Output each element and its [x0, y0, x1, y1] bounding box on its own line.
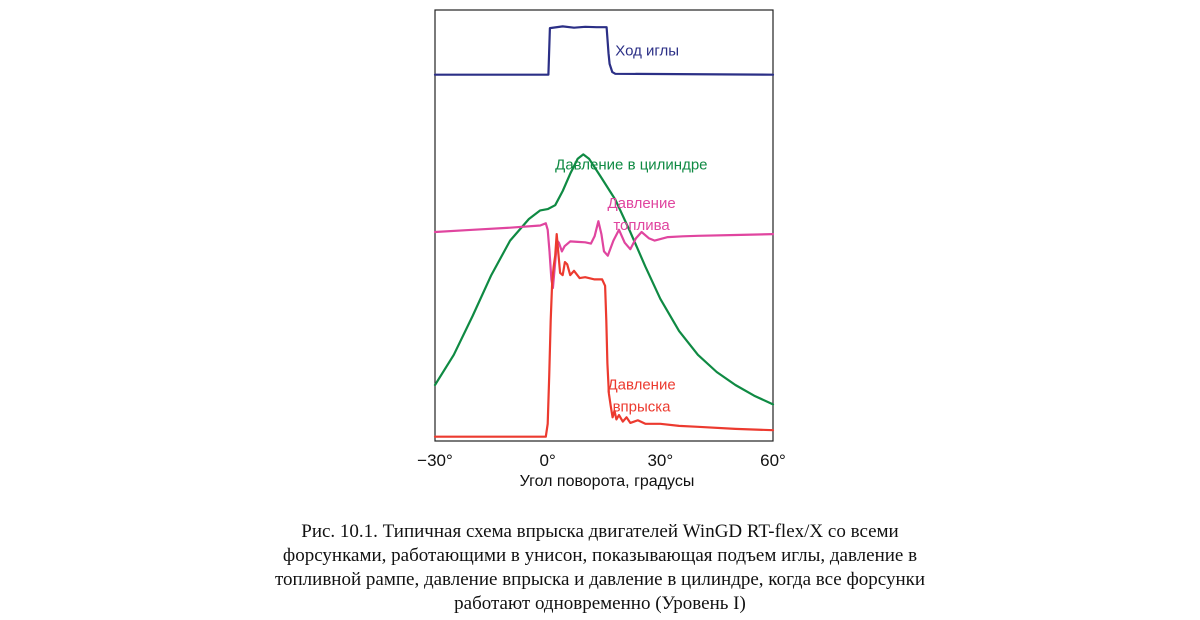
caption-line-3: топливной рампе, давление впрыска и давл…	[274, 569, 926, 590]
fuel-pressure-label: Давление топлива	[607, 195, 675, 234]
x-tick-label: 60°	[760, 451, 786, 470]
caption-line-2: форсунками, работающими в унисон, показы…	[282, 545, 918, 566]
figure-caption: Рис. 10.1. Типичная схема впрыска двигат…	[200, 520, 1000, 616]
needle-lift-line	[433, 25, 775, 76]
injection-pressure-label: Давление впрыска	[607, 377, 675, 416]
needle-lift-label: Ход иглы	[615, 42, 679, 59]
injection-chart: −30° 0° 30° 60° Угол поворота, градусы Ход и…	[417, 9, 786, 490]
x-axis-label: Угол поворота, градусы	[520, 473, 695, 490]
x-tick-label: 0°	[540, 451, 556, 470]
cylinder-pressure-label: Давление в цилиндре	[555, 156, 707, 173]
x-tick-label: 30°	[647, 451, 673, 470]
cylinder-pressure-line	[433, 153, 775, 406]
caption-line-4: работают одновременно (Уровень I)	[454, 593, 746, 614]
plot-frame	[434, 9, 774, 442]
x-tick-label: −30°	[417, 451, 453, 470]
caption-line-1: Рис. 10.1. Типичная схема впрыска двигат…	[301, 521, 899, 542]
injection-pressure-line	[433, 233, 775, 438]
fuel-pressure-line	[433, 220, 775, 290]
